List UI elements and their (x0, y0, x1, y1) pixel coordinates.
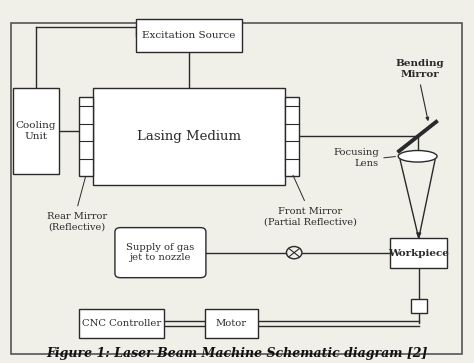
Text: Cooling
Unit: Cooling Unit (16, 121, 56, 141)
Text: Motor: Motor (216, 319, 247, 328)
FancyBboxPatch shape (115, 228, 206, 278)
Text: Figure 1: Laser Beam Machine Schematic diagram [2]: Figure 1: Laser Beam Machine Schematic d… (46, 347, 428, 360)
FancyBboxPatch shape (390, 238, 447, 268)
Text: Bending
Mirror: Bending Mirror (396, 59, 444, 79)
FancyBboxPatch shape (285, 97, 299, 176)
Text: Workpiece: Workpiece (388, 249, 449, 258)
FancyBboxPatch shape (79, 97, 93, 176)
Text: Excitation Source: Excitation Source (142, 31, 236, 40)
Text: CNC Controller: CNC Controller (82, 319, 161, 328)
FancyBboxPatch shape (205, 309, 257, 338)
FancyBboxPatch shape (137, 19, 242, 52)
FancyBboxPatch shape (93, 88, 285, 185)
Text: Supply of gas
jet to nozzle: Supply of gas jet to nozzle (126, 243, 194, 262)
Text: Rear Mirror
(Reflective): Rear Mirror (Reflective) (47, 212, 107, 232)
Text: Focusing
Lens: Focusing Lens (333, 148, 379, 168)
FancyBboxPatch shape (13, 88, 59, 174)
Text: Front Mirror
(Partial Reflective): Front Mirror (Partial Reflective) (264, 207, 356, 226)
Ellipse shape (398, 151, 437, 162)
Text: Lasing Medium: Lasing Medium (137, 130, 241, 143)
FancyBboxPatch shape (410, 299, 427, 313)
FancyBboxPatch shape (79, 309, 164, 338)
